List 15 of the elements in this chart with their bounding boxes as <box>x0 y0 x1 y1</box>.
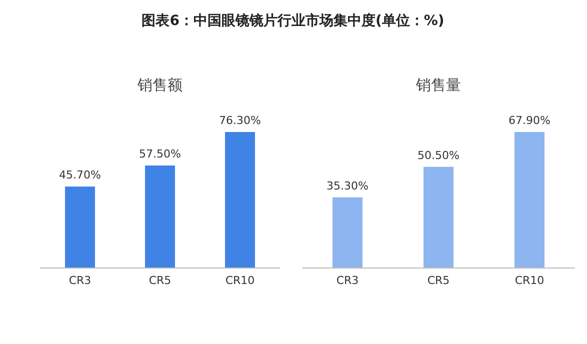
x-tick-label: CR10 <box>514 274 544 287</box>
x-tick-label: CR3 <box>336 274 359 287</box>
data-label: 45.70% <box>59 168 101 182</box>
chart-subtitle: 销售量 <box>415 76 461 94</box>
chart-subtitle: 销售额 <box>136 76 182 94</box>
data-label: 35.30% <box>326 179 368 192</box>
x-tick-label: CR5 <box>427 274 450 287</box>
x-tick-label: CR5 <box>148 274 172 287</box>
data-label: 50.50% <box>418 148 460 162</box>
data-label: 67.90% <box>508 114 550 127</box>
x-tick-label: CR10 <box>225 274 255 287</box>
x-tick-label: CR3 <box>68 274 92 287</box>
data-label: 76.30% <box>219 114 261 127</box>
data-label: 57.50% <box>139 148 181 161</box>
chart-title: 图表6：中国眼镜镜片行业市场集中度(单位：%) <box>142 12 444 29</box>
